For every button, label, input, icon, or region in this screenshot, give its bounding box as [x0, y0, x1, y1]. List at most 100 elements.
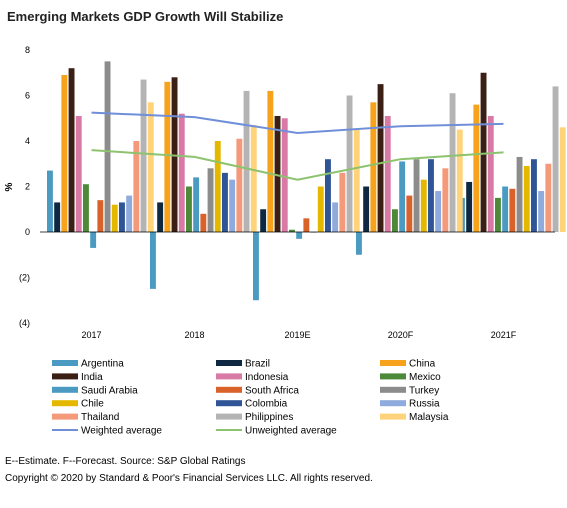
y-tick-label: 8 — [25, 45, 30, 55]
legend-swatch-thailand — [52, 413, 78, 420]
x-tick-label-2018: 2018 — [184, 330, 204, 340]
legend-swatch-colombia — [216, 400, 242, 407]
bar-philippines-2018 — [243, 90, 250, 232]
bar-malaysia-2017 — [147, 102, 154, 232]
legend-label-thailand: Thailand — [81, 412, 119, 423]
bar-saudi-arabia-2019e — [296, 232, 303, 239]
bar-malaysia-2019e — [353, 129, 360, 233]
bar-saudi-arabia-2017 — [90, 232, 97, 248]
y-tick-label: (4) — [19, 318, 30, 328]
legend-label-colombia: Colombia — [245, 399, 288, 410]
bar-saudi-arabia-2018 — [193, 177, 200, 232]
bar-russia-2019e — [332, 202, 339, 232]
bar-indonesia-2020f — [384, 115, 391, 232]
bar-russia-2017 — [126, 195, 133, 232]
bar-south-africa-2020f — [406, 195, 413, 232]
legend-label-turkey: Turkey — [409, 385, 439, 396]
legend-label-weighted-average: Weighted average — [81, 426, 162, 437]
y-tick-label: (2) — [19, 273, 30, 283]
bar-saudi-arabia-2020f — [399, 161, 406, 232]
legend-swatch-indonesia — [216, 373, 242, 380]
bar-indonesia-2021f — [487, 115, 494, 232]
legend-label-south-africa: South Africa — [245, 385, 299, 396]
y-axis-label: % — [4, 182, 15, 191]
y-tick-label: 0 — [25, 227, 30, 237]
bar-brazil-2017 — [54, 202, 61, 232]
legend-swatch-mexico — [380, 373, 406, 380]
bar-south-africa-2019e — [303, 218, 310, 232]
bar-philippines-2021f — [552, 86, 559, 233]
y-tick-label: 2 — [25, 182, 30, 192]
bar-thailand-2017 — [133, 141, 140, 232]
x-tick-label-2019e: 2019E — [284, 330, 310, 340]
y-tick-label: 6 — [25, 91, 30, 101]
bar-russia-2018 — [229, 179, 236, 232]
bar-turkey-2021f — [516, 156, 523, 232]
bar-china-2017 — [61, 75, 68, 233]
gdp-growth-chart: 8 6 4 2 0 (2) (4)% 2017 2018 2019E 2020F 2021F Argen… — [4, 45, 566, 437]
bar-china-2019e — [267, 90, 274, 232]
chart-title: Emerging Markets GDP Growth Will Stabili… — [7, 9, 284, 24]
legend-swatch-saudi-arabia — [52, 386, 78, 393]
bar-indonesia-2019e — [281, 118, 288, 232]
bar-brazil-2021f — [466, 181, 473, 232]
bar-malaysia-2021f — [559, 127, 566, 232]
bar-argentina-2020f — [356, 232, 362, 255]
bar-argentina-2017 — [47, 170, 53, 232]
copyright-notice: Copyright © 2020 by Standard & Poor's Fi… — [5, 473, 373, 484]
bar-chile-2019e — [317, 186, 324, 232]
bar-south-africa-2018 — [200, 213, 207, 232]
bar-mexico-2017 — [83, 184, 89, 232]
bar-mexico-2021f — [495, 197, 501, 233]
bar-indonesia-2017 — [75, 115, 82, 232]
bar-thailand-2018 — [236, 138, 243, 232]
bar-colombia-2018 — [222, 172, 228, 232]
bar-india-2017 — [68, 68, 75, 232]
y-tick-label: 4 — [25, 136, 30, 146]
legend-label-mexico: Mexico — [409, 372, 441, 383]
bar-colombia-2020f — [428, 159, 434, 232]
bar-thailand-2021f — [545, 163, 552, 232]
bar-russia-2021f — [538, 191, 545, 232]
bar-argentina-2018 — [150, 232, 156, 289]
legend-swatch-turkey — [380, 386, 406, 393]
bar-saudi-arabia-2021f — [502, 186, 509, 232]
legend-swatch-south-africa — [216, 386, 242, 393]
legend-label-saudi-arabia: Saudi Arabia — [81, 385, 138, 396]
chart-footnote: E--Estimate. F--Forecast. Source: S&P Gl… — [5, 456, 246, 467]
bar-malaysia-2018 — [250, 125, 257, 232]
legend-label-malaysia: Malaysia — [409, 412, 449, 423]
bar-brazil-2019e — [260, 209, 267, 232]
legend-label-brazil: Brazil — [245, 359, 270, 370]
bar-chile-2021f — [523, 166, 530, 232]
bar-brazil-2020f — [363, 186, 370, 232]
legend-swatch-philippines — [216, 413, 242, 420]
bar-turkey-2020f — [413, 159, 420, 232]
bar-mexico-2020f — [392, 209, 398, 232]
legend-swatch-china — [380, 360, 406, 366]
legend-label-argentina: Argentina — [81, 359, 124, 370]
bar-indonesia-2018 — [178, 113, 185, 232]
bar-malaysia-2020f — [456, 129, 463, 233]
bar-philippines-2020f — [449, 93, 456, 232]
x-tick-label-2017: 2017 — [81, 330, 101, 340]
legend-swatch-russia — [380, 400, 406, 407]
bar-brazil-2018 — [157, 202, 164, 232]
legend-label-russia: Russia — [409, 399, 440, 410]
bar-china-2021f — [473, 104, 480, 232]
legend-label-indonesia: Indonesia — [245, 372, 289, 383]
legend-label-philippines: Philippines — [245, 412, 293, 423]
bar-thailand-2019e — [339, 172, 346, 232]
legend-swatch-chile — [52, 400, 78, 407]
legend-swatch-brazil — [216, 360, 242, 366]
bar-russia-2020f — [435, 191, 442, 232]
bar-india-2021f — [480, 72, 487, 232]
legend-label-china: China — [409, 359, 436, 370]
bar-chile-2020f — [420, 179, 427, 232]
bar-south-africa-2017 — [97, 200, 104, 232]
line-weighted-average — [91, 111, 504, 135]
line-unweighted-average — [91, 149, 504, 181]
bar-mexico-2018 — [186, 186, 192, 232]
legend-label-india: India — [81, 372, 103, 383]
bar-chile-2017 — [111, 204, 118, 232]
